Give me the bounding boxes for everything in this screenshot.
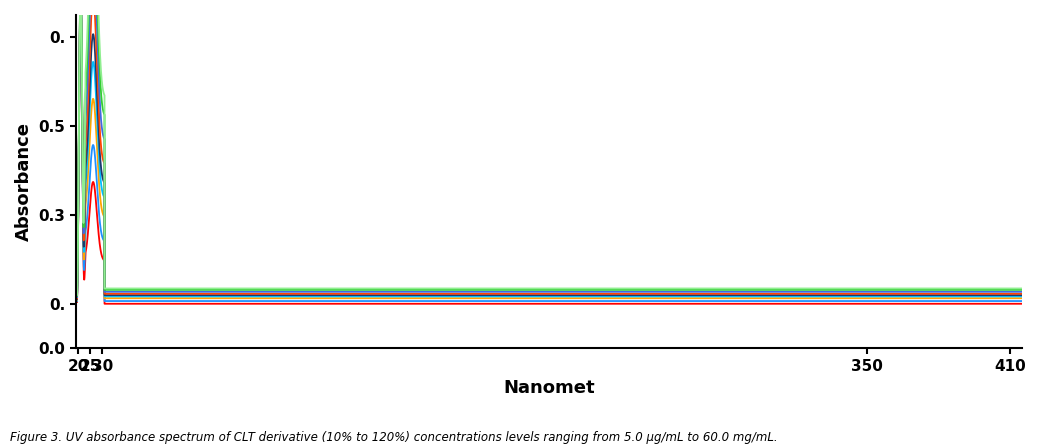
X-axis label: Nanomet: Nanomet (504, 379, 595, 397)
Text: Figure 3. UV absorbance spectrum of CLT derivative (10% to 120%) concentrations : Figure 3. UV absorbance spectrum of CLT … (10, 431, 778, 444)
Y-axis label: Absorbance: Absorbance (15, 122, 33, 241)
